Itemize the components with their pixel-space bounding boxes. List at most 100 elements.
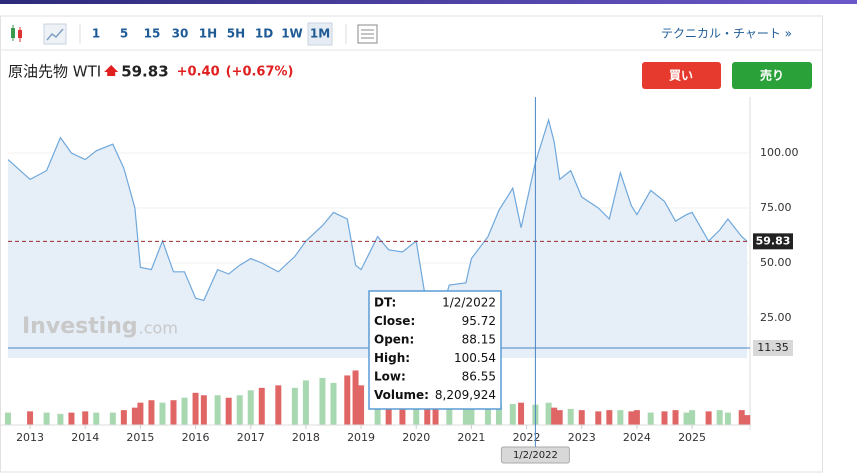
buy-button[interactable] (642, 62, 721, 89)
volume-bar (744, 415, 751, 425)
candle-icon[interactable] (11, 25, 22, 42)
volume-bar (192, 392, 199, 425)
y-tick-label: 75.00 (760, 201, 792, 214)
volume-bar (509, 403, 516, 425)
volume-bar (358, 385, 365, 425)
volume-bar (595, 411, 602, 425)
x-tick-label: 2013 (16, 431, 44, 444)
volume-bar (462, 400, 469, 425)
technical-chart-link[interactable]: テクニカル・チャート » (661, 27, 792, 41)
volume-bar (738, 410, 745, 425)
volume-bar (131, 407, 138, 425)
x-tick-label: 2024 (623, 431, 651, 444)
volume-bar (225, 397, 232, 425)
x-tick-label: 2018 (292, 431, 320, 444)
change: +0.40 (177, 65, 220, 80)
x-tick-label: 2016 (182, 431, 210, 444)
sell-button[interactable] (732, 62, 812, 89)
interval-button[interactable]: 15 (144, 27, 161, 41)
volume-bar (214, 395, 221, 425)
plot: 25.00 50.00 75.00 100.00 Investing .com 2013 20… (0, 97, 799, 464)
tooltip-label: DT: (374, 296, 396, 310)
frame (0, 15, 823, 473)
tooltip-label: Close: (374, 314, 415, 328)
interval-button[interactable]: 5 (120, 27, 128, 41)
volume-bar (137, 402, 144, 425)
volume-bar (159, 402, 166, 425)
interval-group: 1 5 15 30 1H 5H 1D 1W 1M (92, 22, 333, 46)
volume-bar (545, 402, 552, 425)
volume-bar (518, 402, 525, 425)
crosshair-y-label: 11.35 (757, 341, 789, 354)
x-tick-label: 2021 (457, 431, 485, 444)
volume-bar (484, 402, 491, 425)
volume-bar (344, 375, 351, 425)
tooltip-label: Volume: (374, 388, 429, 402)
tooltip-label: Low: (374, 370, 406, 384)
volume-bar (446, 395, 453, 425)
volume-bar (275, 385, 282, 425)
volume-bar (120, 410, 127, 425)
active-interval (307, 22, 333, 46)
volume-bar (705, 411, 712, 425)
volume-bar (495, 405, 502, 425)
volume-bar (148, 400, 155, 425)
x-tick-label: 2020 (402, 431, 430, 444)
x-tick-label: 2023 (568, 431, 596, 444)
volume-bar (68, 412, 75, 425)
interval-button[interactable]: 1W (281, 27, 303, 41)
tooltip-value: 86.55 (462, 370, 496, 384)
y-tick-label: 25.00 (760, 311, 792, 324)
x-tick-label: 2025 (678, 431, 706, 444)
volume-bar (82, 411, 89, 425)
volume-bar (633, 410, 640, 425)
volume-bar (200, 395, 207, 425)
watermark-suffix: .com (139, 319, 178, 338)
volume-bar (724, 412, 731, 425)
up-arrow (104, 65, 119, 76)
volume-bar (567, 408, 574, 425)
volume-bar (606, 410, 613, 425)
tooltip-box (368, 290, 502, 410)
watermark: Investing (22, 314, 138, 339)
volume-bar (661, 411, 668, 425)
price: 59.83 (121, 63, 168, 81)
volume-bar (181, 397, 188, 425)
volume-bar (556, 410, 563, 425)
layout-icon[interactable] (357, 24, 378, 44)
sell-label[interactable]: 売り (760, 68, 784, 83)
buy-label[interactable]: 買い (669, 69, 693, 83)
x-tick-label: 2019 (347, 431, 375, 444)
volume-bar (468, 400, 475, 425)
volume-bar (236, 395, 243, 425)
area-icon[interactable] (43, 23, 67, 45)
volume-bar (628, 411, 635, 425)
volume-bar (617, 410, 624, 425)
x-tick-label: 2022 (513, 431, 541, 444)
volume-bar (247, 390, 254, 425)
crosshair-x-tag (500, 446, 570, 464)
interval-button[interactable]: 1 (92, 27, 100, 41)
volume-bar (352, 370, 359, 425)
volume-bar (647, 412, 654, 425)
x-tick-label: 2014 (71, 431, 99, 444)
interval-button[interactable]: 5H (227, 27, 245, 41)
x-tick-label: 2017 (237, 431, 265, 444)
volume-bar (716, 410, 723, 425)
tooltip-value: 8,209,924 (435, 388, 496, 402)
last-price-tag (753, 233, 793, 250)
volume-bar (689, 410, 696, 425)
tooltip-label: High: (374, 351, 410, 365)
interval-button[interactable]: 1H (199, 27, 217, 41)
tooltip-value: 100.54 (454, 351, 496, 365)
interval-button[interactable]: 1M (310, 27, 330, 41)
tooltip-value: 88.15 (462, 333, 496, 347)
interval-button[interactable]: 30 (172, 27, 189, 41)
instrument-name: 原油先物 WTI (8, 63, 101, 81)
last-price-label: 59.83 (756, 234, 791, 247)
interval-button[interactable]: 1D (255, 27, 273, 41)
volume-bar (291, 387, 298, 425)
volume-bar (683, 412, 690, 425)
